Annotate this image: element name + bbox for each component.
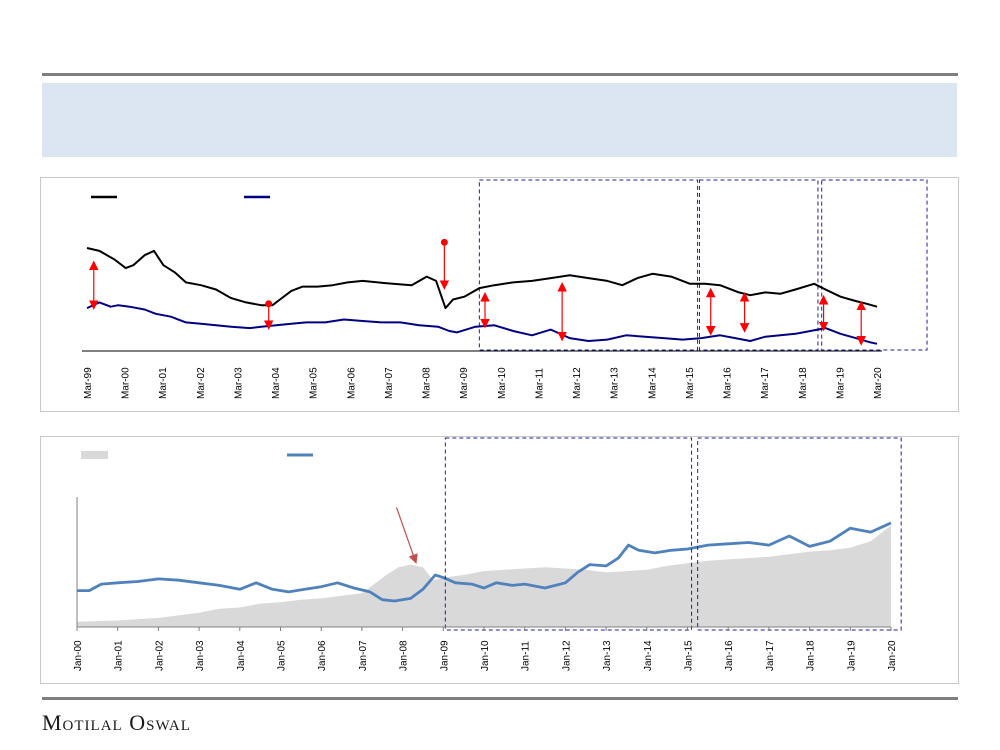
x-tick-label: Mar-17 — [760, 367, 771, 399]
x-tick-label: Mar-03 — [233, 367, 244, 399]
x-tick-label: Mar-15 — [685, 367, 696, 399]
x-tick-label: Jan-20 — [887, 640, 898, 671]
x-tick-label: Mar-18 — [798, 367, 809, 399]
brand-logo-text: Motilal Oswal — [42, 710, 191, 735]
x-tick-label: Mar-02 — [196, 367, 207, 399]
x-tick-label: Mar-08 — [422, 367, 433, 399]
x-tick-label: Mar-07 — [384, 367, 395, 399]
x-tick-label: Mar-16 — [723, 367, 734, 399]
x-tick-label: Mar-13 — [610, 367, 621, 399]
highlight-box-2 — [698, 179, 819, 351]
x-tick-label: Jan-00 — [73, 640, 84, 671]
x-tick-label: Jan-02 — [154, 640, 165, 671]
x-tick-label: Mar-14 — [647, 367, 658, 399]
series-area — [77, 525, 891, 627]
series-line-blue — [77, 521, 892, 603]
chart-1: Mar-99 Mar-00 Mar-01 Mar-02 Mar-03 Mar-04 Mar-… — [82, 179, 928, 399]
x-tick-label: Jan-08 — [399, 640, 410, 671]
x-tick-label: Mar-20 — [873, 367, 884, 399]
header-banner — [42, 83, 957, 157]
x-tick-label: Jan-17 — [765, 640, 776, 671]
series-line-navy — [86, 301, 878, 345]
marker-dot-3 — [440, 238, 448, 246]
x-tick-label: Jan-06 — [317, 640, 328, 671]
x-tick-label: Jan-18 — [806, 640, 817, 671]
x-tick-label: Mar-09 — [459, 367, 470, 399]
bottom-rule — [42, 697, 958, 700]
x-tick-label: Jan-10 — [480, 640, 491, 671]
x-tick-label: Mar-06 — [346, 367, 357, 399]
highlight-box-1 — [444, 437, 693, 631]
x-tick-label: Jan-14 — [643, 640, 654, 671]
x-tick-label: Jan-12 — [561, 640, 572, 671]
highlight-box-3 — [821, 179, 928, 351]
x-tick-label: Jan-07 — [358, 640, 369, 671]
callout-arrow-1 — [395, 507, 418, 564]
x-tick-label: Jan-15 — [684, 640, 695, 671]
x-tick-label: Jan-13 — [602, 640, 613, 671]
chart-panel-2: Jan-00 Jan-01 Jan-02 Jan-03 Jan-04 Jan-05 Jan-… — [40, 436, 959, 684]
x-tick-label: Jan-19 — [846, 640, 857, 671]
highlight-box-1 — [478, 179, 699, 351]
x-tick-label: Mar-10 — [497, 367, 508, 399]
x-tick-label: Jan-09 — [439, 640, 450, 671]
x-tick-label: Mar-11 — [534, 368, 545, 399]
x-tick-label: Mar-01 — [158, 367, 169, 399]
chart-2: Jan-00 Jan-01 Jan-02 Jan-03 Jan-04 Jan-05 Jan-… — [73, 437, 902, 671]
x-tick-label: Jan-11 — [521, 641, 532, 671]
marker-dot-2 — [265, 300, 273, 308]
x-tick-label: Mar-99 — [83, 367, 94, 399]
x-tick-label: Mar-04 — [271, 367, 282, 399]
x-tick-label: Jan-05 — [277, 640, 288, 671]
x-tick-label: Jan-03 — [195, 640, 206, 671]
series-line-black — [86, 247, 878, 310]
x-tick-label: Jan-04 — [236, 640, 247, 671]
x-tick-label: Jan-16 — [724, 640, 735, 671]
chart-panel-1: Mar-99 Mar-00 Mar-01 Mar-02 Mar-03 Mar-04 Mar-… — [40, 177, 959, 412]
top-rule — [42, 73, 958, 76]
x-tick-label: Mar-12 — [572, 367, 583, 399]
x-tick-label: Mar-00 — [121, 367, 132, 399]
x-tick-label: Jan-01 — [114, 640, 125, 671]
highlight-box-2 — [697, 437, 902, 631]
x-tick-label: Mar-05 — [309, 367, 320, 399]
x-tick-label: Mar-19 — [835, 367, 846, 399]
legend-swatch-area — [81, 451, 108, 459]
